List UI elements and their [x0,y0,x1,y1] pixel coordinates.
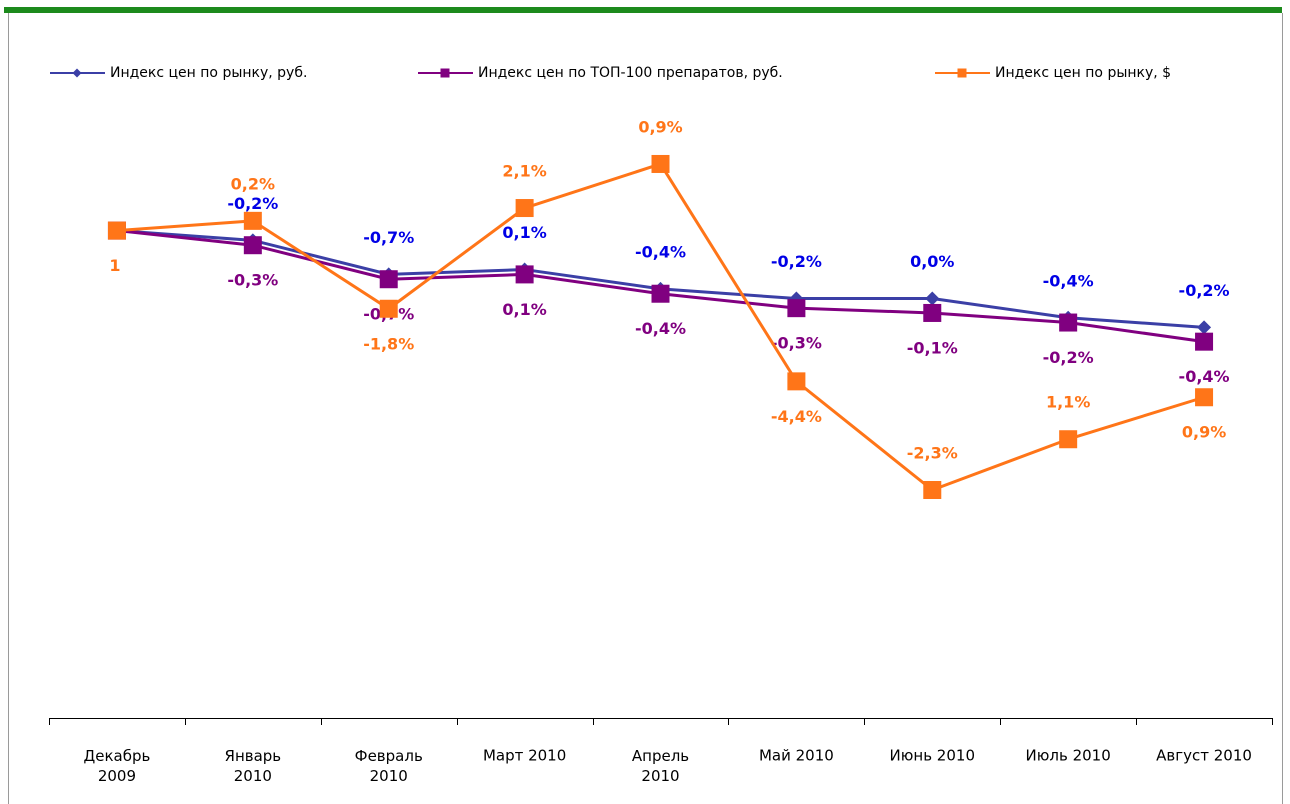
legend-label: Индекс цен по рынку, руб. [110,65,307,81]
data-label: 0,9% [638,117,682,136]
x-tick-label: Апрель 2010 [632,747,689,785]
data-label: -0,7% [363,228,414,247]
legend-marker [72,68,82,78]
data-label: -0,4% [1043,271,1094,290]
point-marker [515,199,534,218]
point-marker [1059,313,1078,332]
point-marker [1059,430,1078,449]
data-label: 0,9% [1182,423,1226,442]
point-marker [515,265,534,284]
data-label: -0,2% [771,252,822,271]
point-marker [243,211,262,230]
data-label: -0,4% [635,319,686,338]
data-label: 0,1% [502,223,546,242]
point-marker [1195,332,1214,351]
x-tick-label: Февраль 2010 [355,747,423,785]
data-label: -0,3% [771,334,822,353]
legend-label: Индекс цен по рынку, $ [995,65,1171,81]
x-tick-label: Декабрь 2009 [84,747,151,785]
x-tick-label: Май 2010 [759,747,834,765]
point-marker [107,221,126,240]
data-label: -0,3% [227,271,278,290]
data-label: 0,1% [502,300,546,319]
x-tick-label: Июль 2010 [1026,747,1111,765]
point-marker [923,303,942,322]
point-marker [243,236,262,255]
point-marker [651,154,670,173]
point-marker [787,299,806,318]
point-marker [1197,320,1212,335]
data-label: -0,4% [635,242,686,261]
legend-marker [957,68,967,78]
x-tick-label: Август 2010 [1156,747,1252,765]
data-label: -0,2% [1043,348,1094,367]
data-label: 0,2% [231,174,275,193]
point-marker [787,372,806,391]
point-marker [379,270,398,289]
legend-marker [440,68,450,78]
data-label: -0,4% [1179,367,1230,386]
point-marker [925,291,940,306]
data-label: -0,2% [227,194,278,213]
data-label: 0,0% [910,252,954,271]
point-marker [379,299,398,318]
data-label: 2,1% [502,162,546,181]
data-label: 1,1% [1046,393,1090,412]
x-tick-label: Июнь 2010 [890,747,975,765]
x-tick-label: Март 2010 [483,747,566,765]
data-label: -1,8% [363,334,414,353]
data-label: -4,4% [771,407,822,426]
point-marker [923,480,942,499]
legend-label: Индекс цен по ТОП-100 препаратов, руб. [478,65,783,81]
x-tick-label: Январь 2010 [225,747,282,785]
point-marker [651,284,670,303]
data-label: -0,2% [1179,281,1230,300]
data-label: 1 [109,256,120,275]
top-bar [4,7,1282,13]
point-marker [1195,388,1214,407]
data-label: -0,1% [907,338,958,357]
data-label: -2,3% [907,443,958,462]
